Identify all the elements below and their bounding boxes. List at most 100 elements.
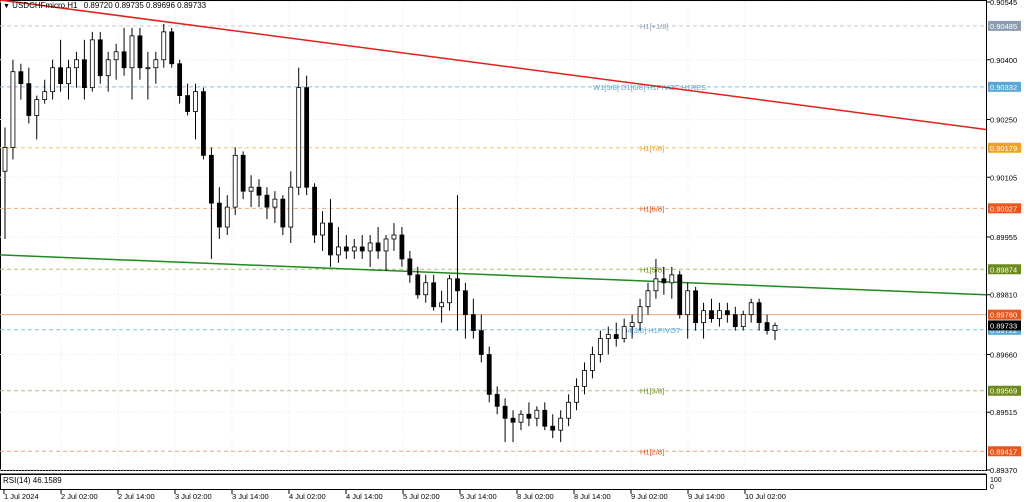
trendline-red[interactable] bbox=[0, 0, 987, 131]
candle bbox=[161, 23, 167, 68]
candle bbox=[613, 322, 619, 347]
time-label: 4 Jul 02:00 bbox=[289, 492, 326, 501]
dropdown-arrow-icon[interactable]: ▼ bbox=[3, 3, 10, 10]
level-price-label: 0.89569 bbox=[990, 387, 1017, 396]
candle bbox=[312, 183, 317, 243]
candle bbox=[208, 147, 214, 259]
chart-grid bbox=[0, 0, 987, 471]
chart-header: ▼ USDCHFmicro,H1 0.89720 0.89735 0.89696… bbox=[3, 1, 206, 10]
candle bbox=[81, 39, 87, 100]
time-label: 5 Jul 14:00 bbox=[460, 492, 497, 501]
candle bbox=[74, 51, 79, 88]
candle bbox=[248, 175, 254, 208]
rsi-scale-top: 100 bbox=[990, 477, 1002, 484]
level-price-label: 0.90332 bbox=[990, 83, 1017, 92]
candle bbox=[645, 282, 651, 315]
level-price-label: 0.89760 bbox=[990, 311, 1017, 320]
candle bbox=[185, 83, 190, 116]
candle bbox=[280, 195, 286, 236]
time-label: 8 Jul 02:00 bbox=[517, 492, 554, 501]
time-label: 10 Jul 02:00 bbox=[745, 492, 786, 501]
candle bbox=[590, 346, 595, 379]
price-tick-label: 0.89810 bbox=[990, 291, 1017, 300]
level-label: H1[5/8] bbox=[640, 265, 664, 274]
rsi-scale-bottom: 0 bbox=[990, 484, 994, 491]
candle bbox=[455, 195, 460, 331]
candle bbox=[478, 314, 484, 363]
candle bbox=[558, 410, 564, 443]
trendline-green[interactable] bbox=[0, 254, 987, 296]
level-label: H1[3/8] bbox=[640, 387, 664, 396]
candle bbox=[105, 51, 111, 92]
price-tick-label: 0.90545 bbox=[990, 0, 1017, 7]
candle bbox=[351, 238, 357, 259]
level-price-tag bbox=[988, 81, 1021, 92]
level-price-tag bbox=[988, 142, 1021, 153]
ohlc-quote: 0.89720 0.89735 0.89696 0.89733 bbox=[83, 1, 207, 10]
level-price-tag bbox=[988, 20, 1021, 31]
candle bbox=[597, 330, 603, 363]
plot-border bbox=[0, 0, 987, 471]
level-lines: H1[+1/8] 0.90485 W1[5/8] D1[6/8] H1PIVOT H… bbox=[0, 20, 1021, 457]
candle bbox=[153, 51, 159, 84]
candle bbox=[415, 266, 421, 299]
candle bbox=[764, 314, 770, 335]
candle bbox=[97, 31, 103, 84]
candle bbox=[566, 394, 572, 427]
time-label: 8 Jul 14:00 bbox=[574, 492, 611, 501]
candle bbox=[772, 322, 778, 341]
price-tick-label: 0.89370 bbox=[990, 466, 1017, 475]
candle bbox=[486, 346, 492, 403]
candle bbox=[383, 235, 389, 271]
rsi-frame bbox=[0, 474, 987, 490]
candle bbox=[407, 250, 413, 283]
candle bbox=[66, 59, 71, 100]
price-tick-label: 0.90105 bbox=[990, 173, 1017, 182]
candle bbox=[709, 298, 714, 323]
time-label: 3 Jul 02:00 bbox=[175, 492, 212, 501]
candle bbox=[463, 282, 468, 339]
candle bbox=[42, 79, 48, 104]
level-label: H1[6/8] bbox=[640, 204, 664, 213]
current-price-tag bbox=[988, 320, 1021, 331]
candle bbox=[724, 302, 730, 323]
candle bbox=[399, 227, 405, 267]
candle bbox=[550, 414, 556, 439]
candle bbox=[58, 39, 63, 92]
candle bbox=[756, 298, 762, 331]
candle bbox=[653, 258, 659, 299]
symbol-title: USDCHFmicro,H1 bbox=[12, 1, 78, 10]
price-tick-label: 0.89660 bbox=[990, 350, 1017, 359]
candle bbox=[224, 195, 230, 236]
level-label: H1[2/8] bbox=[640, 447, 664, 456]
level-price-label: 0.89874 bbox=[990, 265, 1017, 274]
candle bbox=[216, 187, 222, 239]
candle bbox=[328, 199, 333, 267]
candle bbox=[26, 67, 32, 124]
candle bbox=[574, 378, 579, 411]
candle bbox=[10, 59, 16, 160]
candle bbox=[685, 282, 691, 339]
trend-lines[interactable] bbox=[0, 0, 987, 296]
candle bbox=[272, 191, 278, 224]
candle bbox=[232, 147, 238, 216]
candle bbox=[748, 298, 754, 323]
candle bbox=[669, 266, 675, 299]
time-label: 4 Jul 14:00 bbox=[346, 492, 383, 501]
candle bbox=[113, 43, 119, 80]
level-label: W1[5/8] D1[6/8] H1PIVOT H1RES bbox=[593, 83, 706, 92]
candle bbox=[121, 27, 127, 76]
candle bbox=[431, 274, 437, 311]
candle bbox=[320, 211, 325, 251]
candle bbox=[288, 171, 294, 243]
candle bbox=[304, 75, 310, 196]
candle bbox=[621, 318, 627, 343]
time-axis: 1 Jul 2024 2 Jul 02:00 2 Jul 14:00 3 Jul 02… bbox=[3, 490, 786, 501]
candle bbox=[518, 410, 524, 431]
candle bbox=[510, 410, 516, 443]
candle bbox=[336, 227, 341, 263]
time-label: 1 Jul 2024 bbox=[4, 492, 39, 501]
candle bbox=[661, 266, 667, 295]
